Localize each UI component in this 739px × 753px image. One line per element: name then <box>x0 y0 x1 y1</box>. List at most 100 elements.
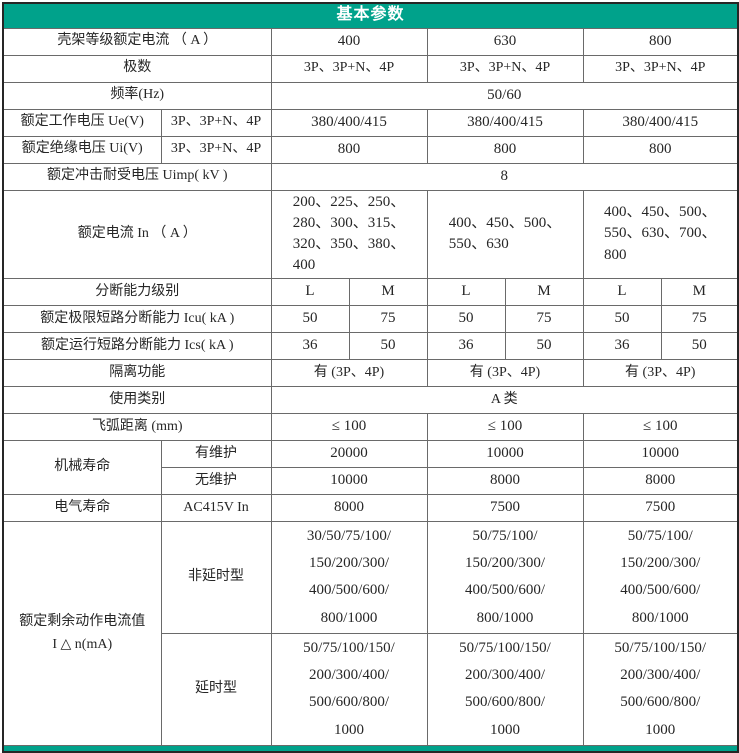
row-impulse-voltage: 额定冲击耐受电压 Uimp( kV ) 8 <box>2 162 739 191</box>
working-voltage-label: 额定工作电压 Ue(V) <box>2 108 162 137</box>
isolation-v2: 有 (3P、4P) <box>582 358 739 387</box>
insulation-voltage-v0: 800 <box>270 135 428 164</box>
residual-delay-v1: 50/75/100/150/200/300/400/500/600/800/10… <box>426 632 584 747</box>
isolation-v0: 有 (3P、4P) <box>270 358 428 387</box>
residual-delay-v0: 50/75/100/150/200/300/400/500/600/800/10… <box>270 632 428 747</box>
table-title: 基本参数 <box>2 2 739 29</box>
insulation-voltage-sublabel: 3P、3P+N、4P <box>160 135 272 164</box>
arc-distance-v1: ≤ 100 <box>426 412 584 441</box>
row-usage-category: 使用类别 A 类 <box>2 385 739 414</box>
working-voltage-sublabel: 3P、3P+N、4P <box>160 108 272 137</box>
row-rated-current: 额定电流 In （ A ） 200、225、250、 280、300、315、 32… <box>2 189 739 279</box>
row-poles: 极数 3P、3P+N、4P 3P、3P+N、4P 3P、3P+N、4P <box>2 54 739 83</box>
residual-current-label: 额定剩余动作电流值 I △ n(mA) <box>2 520 162 747</box>
rated-current-v2-text: 400、450、500、 550、630、700、 800 <box>604 204 717 263</box>
ics-v1: 50 <box>348 331 428 360</box>
icu-v2: 50 <box>426 304 506 333</box>
icu-v4: 50 <box>582 304 662 333</box>
residual-non-delay-v0: 30/50/75/100/150/200/300/400/500/600/800… <box>270 520 428 634</box>
isolation-v1: 有 (3P、4P) <box>426 358 584 387</box>
row-residual-non-delay: 额定剩余动作电流值 I △ n(mA) 非延时型 30/50/75/100/150… <box>2 520 739 747</box>
mechanical-life-unmaintained-v2: 8000 <box>582 466 739 495</box>
breaking-class-label: 分断能力级别 <box>2 277 272 306</box>
poles-v1: 3P、3P+N、4P <box>426 54 584 83</box>
icu-v1: 75 <box>348 304 428 333</box>
frequency-value: 50/60 <box>270 81 739 110</box>
residual-non-delay-v2: 50/75/100/150/200/300/400/500/600/800/10… <box>582 520 739 634</box>
row-residual-delay: 延时型 50/75/100/150/200/300/400/500/600/80… <box>3 632 739 747</box>
row-working-voltage: 额定工作电压 Ue(V) 3P、3P+N、4P 380/400/415 380/… <box>2 108 739 137</box>
residual-non-delay-sublabel: 非延时型 <box>160 520 272 634</box>
mechanical-life-maintained-sublabel: 有维护 <box>160 439 272 468</box>
icu-v0: 50 <box>270 304 350 333</box>
electrical-life-v2: 7500 <box>582 493 739 522</box>
rated-current-label: 额定电流 In （ A ） <box>2 189 272 279</box>
working-voltage-v0: 380/400/415 <box>270 108 428 137</box>
insulation-voltage-label: 额定绝缘电压 Ui(V) <box>2 135 162 164</box>
rated-current-v0: 200、225、250、 280、300、315、 320、350、380、 400 <box>270 189 428 279</box>
insulation-voltage-v1: 800 <box>426 135 584 164</box>
working-voltage-v2: 380/400/415 <box>582 108 739 137</box>
impulse-voltage-label: 额定冲击耐受电压 Uimp( kV ) <box>2 162 272 191</box>
mechanical-life-unmaintained-v1: 8000 <box>426 466 584 495</box>
icu-label: 额定极限短路分断能力 Icu( kA ) <box>2 304 272 333</box>
arc-distance-v0: ≤ 100 <box>270 412 428 441</box>
electrical-life-v0: 8000 <box>270 493 428 522</box>
poles-label: 极数 <box>2 54 272 83</box>
residual-non-delay-v1: 50/75/100/150/200/300/400/500/600/800/10… <box>426 520 584 634</box>
electrical-life-v1: 7500 <box>426 493 584 522</box>
row-arc-distance: 飞弧距离 (mm) ≤ 100 ≤ 100 ≤ 100 <box>2 412 739 441</box>
frequency-label: 频率(Hz) <box>2 81 272 110</box>
row-icu: 额定极限短路分断能力 Icu( kA ) 50 75 50 75 50 75 <box>2 304 739 333</box>
row-isolation: 隔离功能 有 (3P、4P) 有 (3P、4P) 有 (3P、4P) <box>2 358 739 387</box>
row-breaking-class: 分断能力级别 L M L M L M <box>2 277 739 306</box>
mechanical-life-maintained-v1: 10000 <box>426 439 584 468</box>
mechanical-life-unmaintained-sublabel: 无维护 <box>160 466 272 495</box>
bottom-accent-bar-fill <box>2 745 739 753</box>
row-mechanical-life-maintained: 机械寿命 有维护 20000 10000 10000 <box>2 439 739 495</box>
frame-current-label: 壳架等级额定电流 （ A ） <box>2 27 272 56</box>
residual-delay-sublabel: 延时型 <box>160 632 272 747</box>
breaking-class-v3: M <box>504 277 584 306</box>
rated-current-v0-text: 200、225、250、 280、300、315、 320、350、380、 400 <box>292 193 406 274</box>
poles-v2: 3P、3P+N、4P <box>582 54 739 83</box>
residual-delay-v2: 50/75/100/150/200/300/400/500/600/800/10… <box>582 632 739 747</box>
rated-current-v1-text: 400、450、500、 550、630 <box>448 214 562 253</box>
frame-current-v2: 800 <box>582 27 739 56</box>
ics-v4: 36 <box>582 331 662 360</box>
row-frame-current: 壳架等级额定电流 （ A ） 400 630 800 <box>2 27 739 56</box>
mechanical-life-maintained-v0: 20000 <box>270 439 428 468</box>
row-electrical-life: 电气寿命 AC415V In 8000 7500 7500 <box>2 493 739 522</box>
row-mechanical-life-unmaintained: 无维护 10000 8000 8000 <box>3 466 739 495</box>
working-voltage-v1: 380/400/415 <box>426 108 584 137</box>
breaking-class-v2: L <box>426 277 506 306</box>
isolation-label: 隔离功能 <box>2 358 272 387</box>
arc-distance-label: 飞弧距离 (mm) <box>2 412 272 441</box>
mechanical-life-maintained-v2: 10000 <box>582 439 739 468</box>
bottom-accent-bar <box>2 745 739 753</box>
ics-v2: 36 <box>426 331 506 360</box>
breaking-class-v4: L <box>582 277 662 306</box>
icu-v3: 75 <box>504 304 584 333</box>
insulation-voltage-v2: 800 <box>582 135 739 164</box>
ics-v0: 36 <box>270 331 350 360</box>
electrical-life-sublabel: AC415V In <box>160 493 272 522</box>
usage-category-label: 使用类别 <box>2 385 272 414</box>
frame-current-v0: 400 <box>270 27 428 56</box>
ics-v5: 50 <box>660 331 739 360</box>
rated-current-v1: 400、450、500、 550、630 <box>426 189 584 279</box>
mechanical-life-label: 机械寿命 <box>2 439 162 495</box>
row-insulation-voltage: 额定绝缘电压 Ui(V) 3P、3P+N、4P 800 800 800 <box>2 135 739 164</box>
frame-current-v1: 630 <box>426 27 584 56</box>
mechanical-life-unmaintained-v0: 10000 <box>270 466 428 495</box>
poles-v0: 3P、3P+N、4P <box>270 54 428 83</box>
arc-distance-v2: ≤ 100 <box>582 412 739 441</box>
row-ics: 额定运行短路分断能力 Ics( kA ) 36 50 36 50 36 50 <box>2 331 739 360</box>
impulse-voltage-value: 8 <box>270 162 739 191</box>
ics-label: 额定运行短路分断能力 Ics( kA ) <box>2 331 272 360</box>
electrical-life-label: 电气寿命 <box>2 493 162 522</box>
title-row: 基本参数 <box>2 2 739 29</box>
rated-current-v2: 400、450、500、 550、630、700、 800 <box>582 189 739 279</box>
